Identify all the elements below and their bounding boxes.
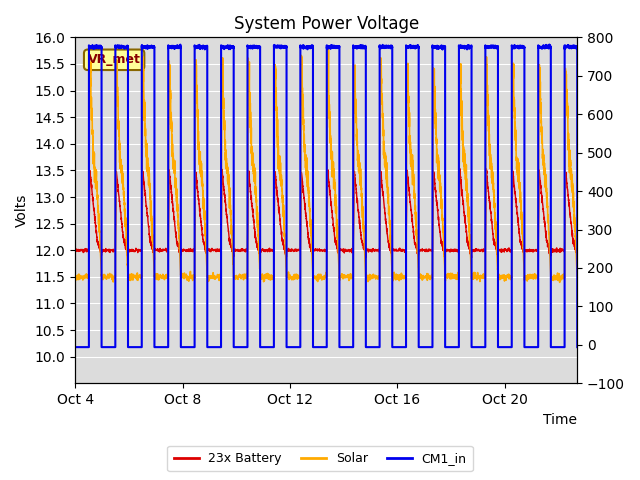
Text: VR_met: VR_met	[88, 53, 141, 66]
Legend: 23x Battery, Solar, CM1_in: 23x Battery, Solar, CM1_in	[167, 446, 473, 471]
X-axis label: Time: Time	[543, 413, 577, 427]
Y-axis label: Volts: Volts	[15, 193, 29, 227]
Title: System Power Voltage: System Power Voltage	[234, 15, 419, 33]
